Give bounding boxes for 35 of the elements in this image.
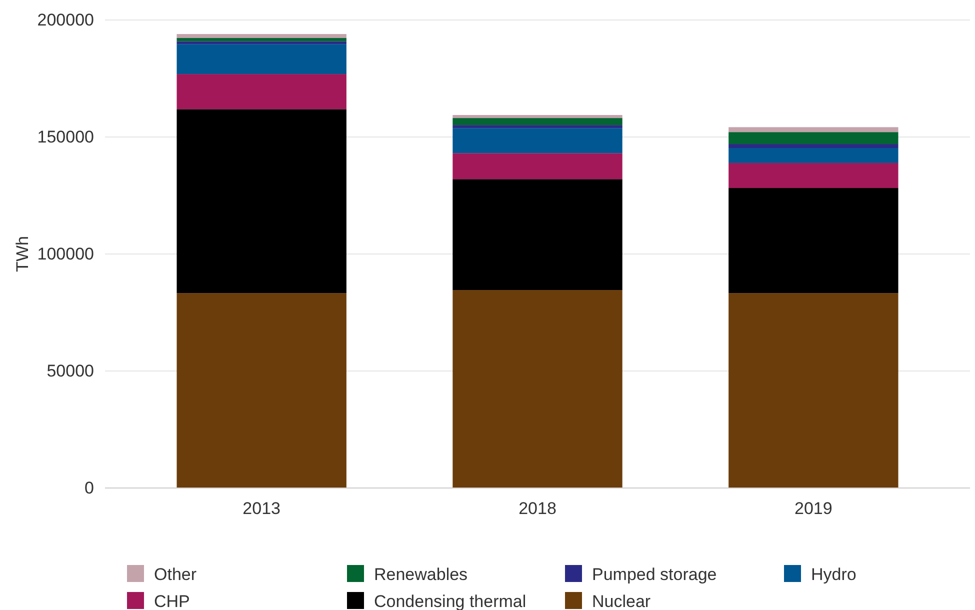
bar xyxy=(176,44,346,74)
x-tick-label: 2018 xyxy=(518,499,556,518)
x-tick-label: 2019 xyxy=(794,499,832,518)
bar xyxy=(728,293,898,488)
y-tick-label: 100000 xyxy=(37,244,94,264)
bar xyxy=(452,115,622,118)
bar xyxy=(728,144,898,148)
legend-label: CHP xyxy=(154,592,190,610)
y-tick-label: 50000 xyxy=(46,361,94,380)
bar xyxy=(728,127,898,132)
bar xyxy=(452,125,622,128)
bar xyxy=(452,153,622,180)
bar xyxy=(728,162,898,188)
legend-label: Hydro xyxy=(811,565,856,584)
y-tick-label: 200000 xyxy=(37,10,94,30)
bar xyxy=(452,118,622,126)
bar xyxy=(176,38,346,42)
bar xyxy=(176,34,346,38)
legend-label: Renewables xyxy=(374,565,468,584)
bar xyxy=(728,132,898,144)
bar xyxy=(176,109,346,294)
y-tick-label: 0 xyxy=(84,478,94,498)
legend-label: Other xyxy=(154,565,197,584)
legend-label: Nuclear xyxy=(592,592,651,610)
x-tick-label: 2013 xyxy=(242,499,280,518)
bar xyxy=(452,290,622,488)
legend-label: Pumped storage xyxy=(592,565,717,584)
bar xyxy=(728,188,898,294)
bar xyxy=(728,148,898,163)
bar xyxy=(452,128,622,154)
bar xyxy=(176,293,346,488)
y-axis-title: TWh xyxy=(13,236,32,272)
y-tick-label: 150000 xyxy=(37,127,94,146)
bar xyxy=(176,74,346,110)
bar xyxy=(452,179,622,290)
